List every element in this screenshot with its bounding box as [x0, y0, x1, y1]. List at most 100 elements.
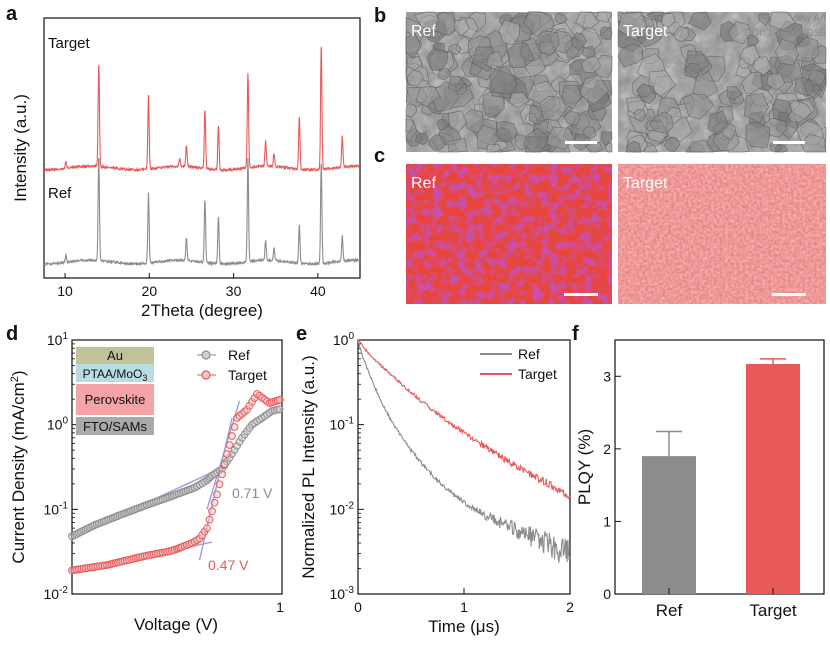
watermark-line2: DOI: 10.1039/D5E: [744, 28, 826, 39]
chart-a: 10 20 30 40 Target Ref 2Theta (degree) Inte…: [11, 17, 361, 320]
chart-f-bar-ref: [642, 456, 696, 594]
grain: [769, 143, 782, 153]
chart-e-legend-ref: Ref: [518, 346, 540, 362]
grain: [766, 72, 786, 91]
annotation-ref-voltage: 0.71 V: [232, 485, 273, 501]
grain: [413, 11, 439, 32]
scale-bar-c-target: [772, 293, 806, 296]
chart-d-point: [228, 432, 236, 440]
watermark-line1: View Art: [790, 13, 827, 24]
chart-e-series-ref: [357, 341, 571, 563]
grain: [743, 93, 770, 124]
layer-fto-label: FTO/SAMs: [83, 419, 148, 434]
chart-f-category-target: Target: [749, 601, 797, 620]
panel-letter-c: c: [374, 145, 385, 167]
grain: [498, 19, 521, 45]
grain: [768, 11, 797, 31]
grain: [594, 11, 613, 23]
scale-bar-c-ref: [564, 293, 598, 296]
grain: [745, 121, 771, 149]
grain: [523, 127, 548, 153]
chart-e-x-tick-label: 2: [566, 599, 574, 615]
grain: [682, 93, 715, 120]
chart-f-frame: [614, 339, 825, 595]
device-stack: Au PTAA/MoO3 Perovskite FTO/SAMs: [76, 347, 154, 435]
chart-f-y-tick-label: 0: [603, 586, 611, 602]
chart-d-frame: [71, 339, 283, 595]
grain: [447, 110, 467, 133]
sem-grain-pattern-ref: [405, 11, 613, 153]
grain: [585, 142, 604, 153]
chart-a-x-tick-label: 10: [57, 283, 73, 299]
sem-image-ref: Ref: [405, 11, 613, 153]
chart-d-y-tick-label: 100: [47, 416, 69, 433]
grain: [534, 30, 560, 56]
chart-d-xlabel: Voltage (V): [134, 615, 218, 634]
chart-d-point: [230, 423, 239, 431]
chart-d-y-tick-label: 10-1: [44, 500, 69, 517]
chart-d-point: [276, 395, 284, 404]
chart-e-series-target: [357, 339, 571, 501]
grain: [454, 18, 470, 37]
panel-letter-d: d: [6, 323, 18, 345]
legend-marker-ref: [201, 350, 211, 360]
chart-a-ylabel: Intensity (a.u.): [11, 94, 30, 202]
grain: [554, 13, 568, 24]
scale-bar-b-ref: [565, 141, 597, 144]
grain: [405, 104, 418, 118]
grain: [646, 11, 666, 23]
chart-f-y-tick-label: 3: [603, 368, 611, 384]
chart-f-y-tick-label: 1: [603, 513, 611, 529]
grain: [508, 92, 530, 108]
grain: [800, 133, 827, 153]
chart-e-y-tick-label: 100: [333, 331, 355, 348]
layer-ptaa: [76, 364, 154, 382]
chart-d-legend-target: Target: [228, 367, 267, 383]
grain: [774, 38, 799, 66]
layer-ptaa-label: PTAA/MoO3: [83, 367, 148, 383]
grain: [663, 136, 680, 152]
scale-bar-b-target: [773, 141, 805, 144]
grain: [771, 98, 793, 122]
grain: [405, 32, 422, 59]
sem-grain-pattern-target: [617, 11, 827, 153]
grain: [506, 42, 536, 68]
pl-target-label: Target: [623, 175, 668, 192]
chart-f: 0 1 2 3 Ref Target PLQY (%): [575, 339, 825, 620]
pl-map-target: Target: [618, 164, 826, 304]
chart-e-legend: Ref Target: [480, 346, 557, 382]
chart-a-x-tick-label: 20: [142, 283, 158, 299]
chart-f-y-tick-label: 2: [603, 441, 611, 457]
pl-ref-label: Ref: [411, 175, 436, 192]
grain: [617, 43, 644, 68]
grain: [563, 110, 581, 127]
chart-d-legend-ref: Ref: [228, 347, 250, 363]
grain: [582, 125, 597, 139]
layer-fto: [76, 417, 154, 435]
grain: [447, 75, 466, 93]
chart-d-y-tick-label: 101: [47, 331, 69, 348]
chart-f-ylabel: PLQY (%): [575, 429, 594, 505]
chart-a-frame: [43, 17, 361, 279]
grain: [625, 140, 642, 153]
chart-d-y-ticks: 101 100 10-1 10-2: [44, 331, 283, 602]
grain: [495, 120, 519, 143]
chart-e-x-tick-label: 0: [354, 599, 362, 615]
panel-letter-b: b: [374, 5, 386, 27]
grain: [727, 21, 751, 45]
grain: [649, 111, 674, 134]
chart-a-series-label-ref: Ref: [48, 185, 72, 202]
chart-a-x-tick-label: 30: [226, 283, 242, 299]
grain: [739, 44, 761, 67]
chart-a-xlabel: 2Theta (degree): [141, 301, 263, 320]
layer-au-label: Au: [107, 348, 123, 363]
fit-line-target-tfl: [198, 417, 233, 561]
grain: [406, 56, 423, 71]
grain: [436, 118, 451, 130]
grain: [684, 62, 702, 79]
chart-e-y-tick-label: 10-3: [330, 585, 355, 602]
legend-marker-target: [201, 370, 211, 380]
chart-d-point: [208, 507, 216, 516]
grain: [747, 34, 760, 46]
